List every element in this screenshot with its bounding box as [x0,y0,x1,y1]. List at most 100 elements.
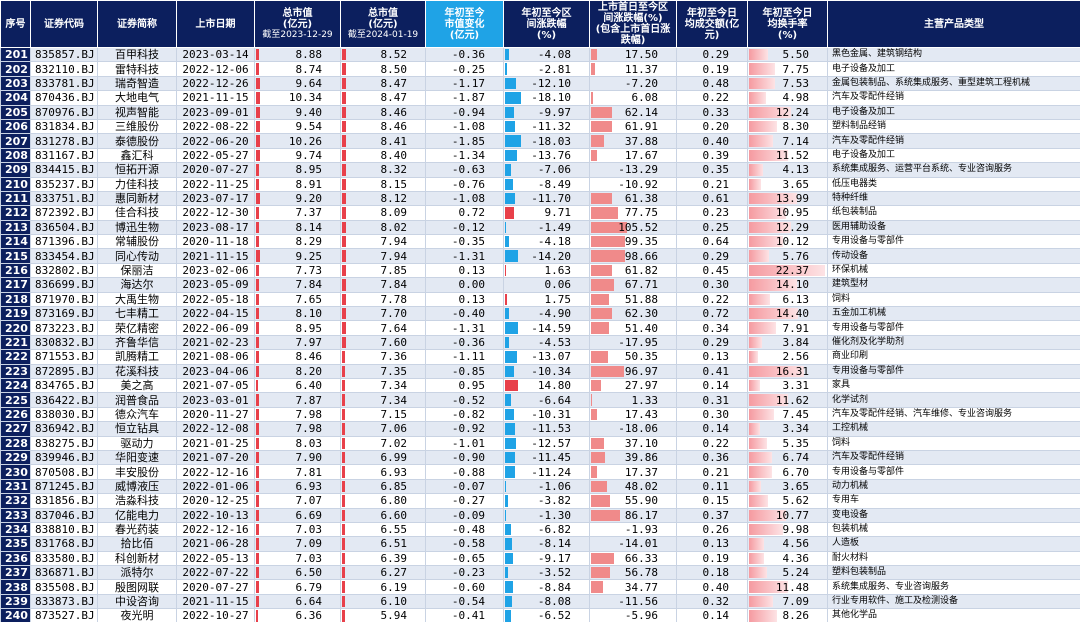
data-bar [256,538,259,550]
header-cell: 证券简称 [97,0,177,48]
data-bar [749,552,764,565]
avg-turnover-rate: 2.56 [747,349,828,365]
cell-text: 2022-08-22 [182,120,249,134]
cell-text: 2022-05-18 [182,292,249,306]
main-products: 耐火材料 [827,550,1080,567]
cell-text: 0.35 [702,163,730,177]
market-cap-end: 7.94 [340,234,426,250]
row-number: 240 [0,608,31,622]
avg-turnover-rate: 4.98 [747,90,828,106]
listing-date: 2022-05-18 [176,291,255,308]
header-cell: 主营产品类型 [827,0,1080,48]
avg-turnover-rate: 3.31 [747,377,828,394]
data-bar [256,279,260,291]
cell-text: 872895.BJ [35,364,95,378]
cell-text: 8.52 [380,48,408,62]
security-name: 派特尔 [97,565,177,581]
data-bar [342,394,346,406]
table-row: 239 833873.BJ 中设咨询 2021-11-15 6.64 6.10 -0.54 -… [0,593,1080,610]
data-bar [749,178,762,190]
cell-text: 51.40 [624,321,658,335]
market-cap-start: 8.88 [254,46,341,63]
market-cap-start: 7.07 [254,493,341,509]
header-text: 年初至今区 [521,7,572,19]
cell-text: -14.20 [531,249,571,263]
data-bar [256,264,259,277]
avg-turnover-amount: 0.34 [676,320,748,336]
data-bar [256,63,260,75]
cell-text: 6.99 [380,451,408,465]
security-code: 872895.BJ [30,363,98,379]
security-name: 博迅生物 [97,219,177,236]
main-products: 塑料制品经销 [827,118,1080,135]
cell-text: -6.64 [537,393,571,407]
cell-text: 6.69 [295,508,323,522]
cell-text: 212 [5,206,28,220]
ytd-change-pct: -13.76 [503,147,590,164]
cell-text: 0.37 [702,508,730,522]
data-bar [749,308,798,320]
cell-text: 佳合科技 [115,206,159,220]
cell-text: 变电设备 [832,509,869,520]
cell-text: 浩淼科技 [115,494,159,508]
row-number: 210 [0,176,31,192]
cell-text: 7.03 [295,551,323,565]
ytd-change-pct: -14.20 [503,248,590,264]
cell-text: 动力机械 [832,480,869,491]
data-bar [505,221,507,234]
row-number: 209 [0,162,31,178]
cell-text: 219 [5,307,28,321]
ytd-change-pct: -13.07 [503,349,590,365]
cell-text: -0.48 [451,523,485,537]
since-listing-pct: 61.38 [589,190,677,207]
cell-text: 224 [5,379,28,393]
data-bar [591,466,597,478]
cell-text: -1.08 [451,192,485,206]
cell-text: 831167.BJ [35,148,95,162]
market-cap-change: -1.31 [425,320,504,336]
data-bar [749,279,797,291]
cell-text: -0.12 [451,220,485,234]
cell-text: 行业专用软件、施工及检测设备 [832,596,959,607]
cell-text: 0.40 [702,134,730,148]
cell-text: -17.95 [618,336,658,349]
cell-text: 209 [5,163,28,177]
cell-text: 0.13 [458,264,486,278]
data-bar [505,92,521,104]
header-text: 年初至今 [444,7,485,19]
cell-text: 2023-02-06 [182,264,249,278]
avg-turnover-rate: 10.77 [747,507,828,523]
data-bar [505,207,514,219]
cell-text: 10.95 [775,206,809,220]
avg-turnover-rate: 10.12 [747,234,828,250]
cell-text: 7.90 [295,451,323,465]
main-products: 饲料 [827,435,1080,451]
cell-text: 0.95 [458,379,486,393]
cell-text: 227 [5,422,28,436]
header-text: (亿元) [449,29,480,41]
table-row: 219 873169.BJ 七丰精工 2022-04-15 8.10 7.70 -0.40 -… [0,306,1080,322]
cell-text: 5.35 [782,436,810,450]
avg-turnover-rate: 4.56 [747,536,828,552]
cell-text: -0.54 [451,595,485,609]
data-bar [749,77,775,90]
cell-text: 210 [5,177,28,191]
data-bar [342,567,345,579]
cell-text: 225 [5,393,28,407]
header-cell: 年初至今 市值变化 (亿元) [425,0,504,48]
table-row: 236 833580.BJ 科创新材 2022-05-13 7.03 6.39 -0.65 -… [0,550,1080,567]
since-listing-pct: 96.97 [589,363,677,379]
security-code: 831278.BJ [30,133,98,149]
market-cap-end: 6.55 [340,521,426,538]
table-row: 217 836699.BJ 海达尔 2023-05-09 7.84 7.84 0.00 0.0… [0,277,1080,293]
cell-text: 2020-11-18 [182,235,249,249]
cell-text: 17.43 [624,407,658,421]
row-number: 215 [0,248,31,264]
table-row: 206 831834.BJ 三维股份 2022-08-22 9.54 8.46 -1.08 -… [0,118,1080,135]
data-bar [256,308,260,320]
listing-date: 2023-03-14 [176,46,255,63]
cell-text: 836699.BJ [35,278,95,292]
ytd-change-pct: -10.31 [503,406,590,423]
data-bar [342,610,345,622]
cell-text: 7.35 [380,364,408,378]
